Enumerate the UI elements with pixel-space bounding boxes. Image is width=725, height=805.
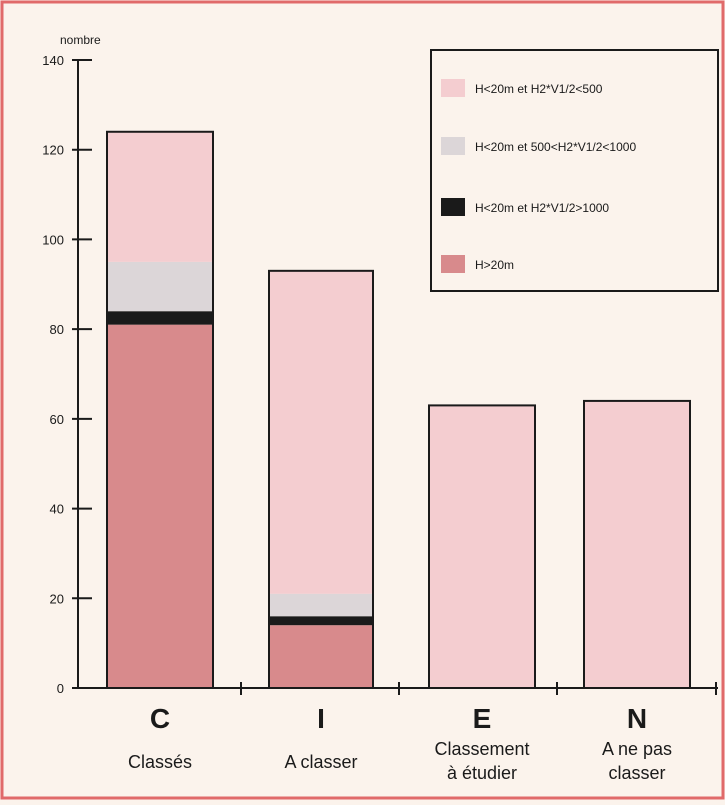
y-tick-label: 40 [50,502,64,517]
legend-swatch [441,198,465,216]
legend-label: H<20m et 500<H2*V1/2<1000 [475,140,636,154]
category-label: A ne pas [602,739,672,759]
bar-outline [106,130,214,689]
bar-segment [269,616,373,626]
bar-segment [269,593,373,617]
bar-segment [269,270,373,594]
bar-segment [107,324,213,688]
y-tick-label: 140 [42,53,64,68]
category-code: C [150,703,170,734]
y-tick-label: 20 [50,591,64,606]
y-tick-label: 120 [42,143,64,158]
category-label: classer [608,763,665,783]
y-axis-label: nombre [60,33,101,47]
bar-segment [269,625,373,688]
bar-segment [107,311,213,325]
y-tick-label: 80 [50,322,64,337]
legend-swatch [441,79,465,97]
category-code: I [317,703,325,734]
legend-box [430,49,719,292]
legend-swatch [441,137,465,155]
y-tick-label: 0 [57,681,64,696]
legend: H<20m et H2*V1/2<500 H<20m et 500<H2*V1/2… [430,49,719,292]
bar-segment [429,405,535,688]
bar-outline [583,399,691,689]
bar-segment [107,131,213,262]
legend-label: H>20m [475,258,514,272]
y-tick-label: 60 [50,412,64,427]
bars [106,130,691,689]
bar-segment [584,400,690,688]
category-label: A classer [284,752,357,772]
legend-label: H<20m et H2*V1/2<500 [475,82,603,96]
x-labels: C Classés I A classer E Classement à étudier NA… [128,703,672,783]
legend-swatch [441,255,465,273]
category-label: Classés [128,752,192,772]
category-code: E [473,703,492,734]
bar-outline [268,269,374,689]
legend-label: H<20m et H2*V1/2>1000 [475,201,609,215]
category-label: à étudier [447,763,517,783]
bar-segment [107,261,213,312]
bar-outline [428,404,536,689]
category-code: N [627,703,647,734]
category-label: Classement [434,739,529,759]
y-tick-label: 100 [42,232,64,247]
